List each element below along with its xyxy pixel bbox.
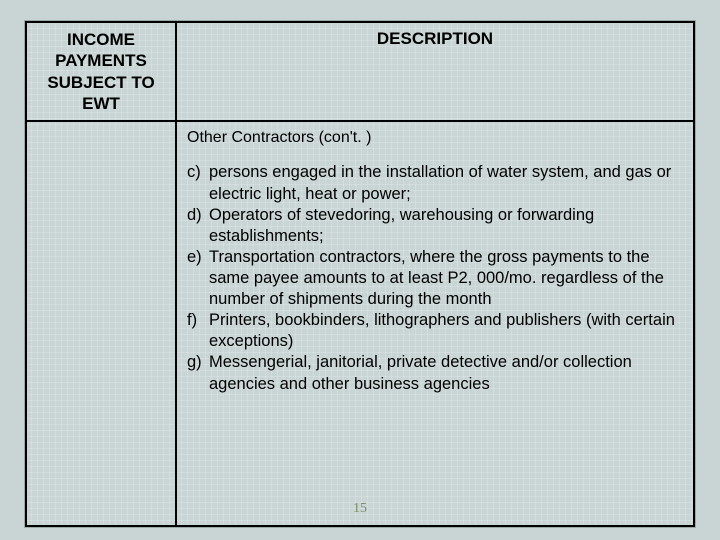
item-text: Printers, bookbinders, lithographers and… <box>209 310 683 352</box>
table-header-row: INCOME PAYMENTS SUBJECT TO EWT DESCRIPTI… <box>26 22 694 121</box>
item-text: Messengerial, janitorial, private detect… <box>209 352 683 394</box>
item-text: persons engaged in the installation of w… <box>209 162 683 204</box>
item-label: c) <box>187 162 209 204</box>
ewt-table: INCOME PAYMENTS SUBJECT TO EWT DESCRIPTI… <box>25 21 695 527</box>
item-label: f) <box>187 310 209 352</box>
content-frame: INCOME PAYMENTS SUBJECT TO EWT DESCRIPTI… <box>24 20 696 528</box>
header-left: INCOME PAYMENTS SUBJECT TO EWT <box>26 22 176 121</box>
description-cell: Other Contractors (con't. ) c) persons e… <box>176 121 694 526</box>
item-text: Transportation contractors, where the gr… <box>209 247 683 310</box>
list-item: d) Operators of stevedoring, warehousing… <box>187 205 683 247</box>
left-empty-cell <box>26 121 176 526</box>
page-number: 15 <box>26 500 694 518</box>
item-label: e) <box>187 247 209 310</box>
table-body-row: Other Contractors (con't. ) c) persons e… <box>26 121 694 526</box>
items-list: c) persons engaged in the installation o… <box>187 162 683 394</box>
description-subheading: Other Contractors (con't. ) <box>187 128 683 148</box>
slide: INCOME PAYMENTS SUBJECT TO EWT DESCRIPTI… <box>0 0 720 540</box>
item-label: g) <box>187 352 209 394</box>
list-item: c) persons engaged in the installation o… <box>187 162 683 204</box>
list-item: g) Messengerial, janitorial, private det… <box>187 352 683 394</box>
item-text: Operators of stevedoring, warehousing or… <box>209 205 683 247</box>
item-label: d) <box>187 205 209 247</box>
header-right: DESCRIPTION <box>176 22 694 121</box>
list-item: e) Transportation contractors, where the… <box>187 247 683 310</box>
list-item: f) Printers, bookbinders, lithographers … <box>187 310 683 352</box>
